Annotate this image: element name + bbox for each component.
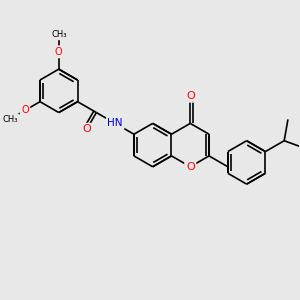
Text: CH₃: CH₃: [2, 115, 18, 124]
Text: O: O: [82, 124, 91, 134]
Text: HN: HN: [107, 118, 123, 128]
Text: O: O: [186, 162, 195, 172]
Text: O: O: [55, 47, 63, 57]
Text: O: O: [21, 105, 29, 116]
Text: O: O: [186, 91, 195, 101]
Text: CH₃: CH₃: [51, 30, 67, 39]
